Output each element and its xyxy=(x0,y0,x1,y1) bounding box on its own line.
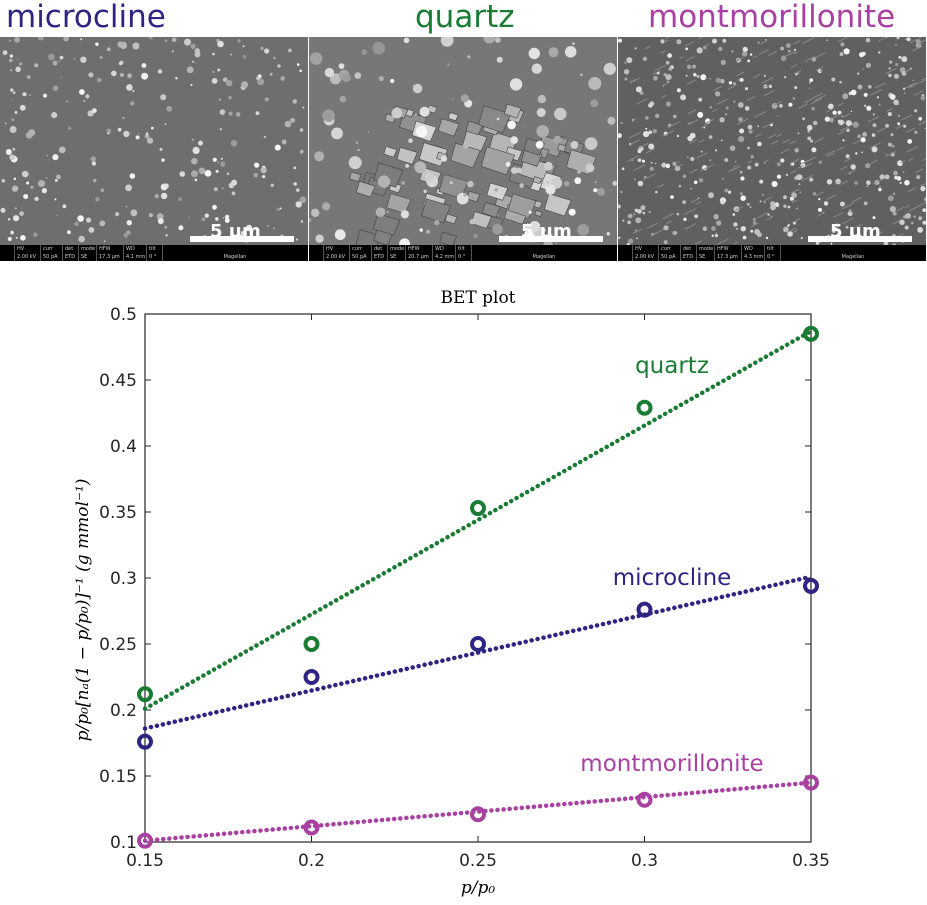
data-point-microcline xyxy=(636,601,653,618)
y-tick-label: 0.45 xyxy=(99,371,137,391)
sem-brand: Magellan xyxy=(471,245,614,261)
x-tick-label: 0.2 xyxy=(298,851,325,871)
x-tick-label: 0.15 xyxy=(126,851,164,871)
data-point-quartz xyxy=(137,686,153,703)
series-microcline: microcline xyxy=(137,565,819,750)
data-point-montmorillonite xyxy=(303,819,320,836)
scale-bar xyxy=(190,236,294,242)
sem-info-cell: mode SE xyxy=(387,245,404,261)
x-tick-label: 0.35 xyxy=(792,851,830,871)
series-quartz: quartz xyxy=(137,325,819,711)
data-point-montmorillonite xyxy=(803,774,819,791)
sem-brand: Magellan xyxy=(780,245,923,261)
sem-info-cell: HFW 20.7 µm xyxy=(405,245,429,261)
sem-info-cell: curr 50 pA xyxy=(40,245,58,261)
sem-micrograph-montmorillonite xyxy=(618,37,926,245)
sem-info-cell: HFW 17.3 µm xyxy=(714,245,738,261)
sem-label-quartz: quartz xyxy=(415,0,515,35)
scale-bar xyxy=(499,236,603,242)
sem-micrograph-microcline xyxy=(0,37,308,245)
sem-info-cell: tilt 0 ° xyxy=(455,245,465,261)
sem-micrograph-quartz xyxy=(309,37,617,245)
sem-label-montmorillonite: montmorillonite xyxy=(648,0,896,35)
sem-info-cell: HFW 17.3 µm xyxy=(96,245,120,261)
sem-image-microcline: 5 µm HV 2.00 kV curr 50 pA det ETD mode SE HFW 17… xyxy=(0,37,308,261)
y-tick-label: 0.1 xyxy=(110,833,137,853)
sem-info-cell: tilt 0 ° xyxy=(764,245,774,261)
data-point-quartz xyxy=(303,636,320,652)
sem-info-cell: tilt 0 ° xyxy=(146,245,156,261)
sem-info-bar: HV 2.00 kV curr 50 pA det ETD mode SE HFW 20.7 µm… xyxy=(309,245,617,261)
plot-area: 0.15 0.2 0.25 0.3 0.350.10.150.20.250.30.350… xyxy=(99,305,830,871)
sem-info-cell: WD 4.2 mm xyxy=(432,245,454,261)
sem-info-cell: det ETD xyxy=(680,245,693,261)
y-tick-label: 0.35 xyxy=(99,503,137,523)
sem-info-cell: curr 50 pA xyxy=(658,245,676,261)
y-tick-label: 0.25 xyxy=(99,635,137,655)
scale-bar-label: 5 µm xyxy=(210,221,261,242)
x-tick-label: 0.3 xyxy=(631,851,658,871)
scale-bar-label: 5 µm xyxy=(830,221,881,242)
data-point-montmorillonite xyxy=(470,806,486,823)
sem-info-cell: HV 2.00 kV xyxy=(14,245,36,261)
y-tick-label: 0.3 xyxy=(110,569,137,589)
sem-info-cell: WD 4.3 mm xyxy=(741,245,763,261)
sem-label-microcline: microcline xyxy=(6,0,166,35)
sem-image-quartz: 5 µm HV 2.00 kV curr 50 pA det ETD mode SE HFW 20… xyxy=(309,37,617,261)
y-axis-label: p/p₀[nₐ(1 − p/p₀)]⁻¹ (g mmol⁻¹) xyxy=(73,479,93,742)
data-point-quartz xyxy=(636,399,653,416)
scale-bar-label: 5 µm xyxy=(521,221,572,242)
bet-chart: BET plot 0.15 0.2 0.25 0.3 0.350.10.150.20.2… xyxy=(73,288,830,898)
sem-info-cell: mode SE xyxy=(78,245,95,261)
sem-brand: Magellan xyxy=(162,245,305,261)
x-axis-label: p/p₀ xyxy=(461,878,495,898)
sem-info-cell: curr 50 pA xyxy=(349,245,367,261)
scale-bar xyxy=(808,236,912,242)
data-point-montmorillonite xyxy=(137,832,153,849)
y-tick-label: 0.4 xyxy=(110,437,137,457)
sem-info-bar: HV 2.00 kV curr 50 pA det ETD mode SE HFW 17.3 µm… xyxy=(618,245,926,261)
series-label-quartz: quartz xyxy=(635,353,709,379)
sem-info-cell: mode SE xyxy=(696,245,713,261)
sem-info-cell: HV 2.00 kV xyxy=(323,245,345,261)
data-point-quartz xyxy=(803,325,819,342)
sem-info-cell: det ETD xyxy=(371,245,384,261)
data-point-microcline xyxy=(803,577,819,594)
sem-info-cell: HV 2.00 kV xyxy=(632,245,654,261)
x-tick-label: 0.25 xyxy=(459,851,497,871)
sem-info-bar: HV 2.00 kV curr 50 pA det ETD mode SE HFW 17.3 µm… xyxy=(0,245,308,261)
data-point-microcline xyxy=(137,733,153,750)
sem-info-cell: WD 4.1 mm xyxy=(123,245,145,261)
chart-title: BET plot xyxy=(440,288,515,308)
sem-info-cell: det ETD xyxy=(62,245,75,261)
data-point-montmorillonite xyxy=(636,791,653,808)
series-label-montmorillonite: montmorillonite xyxy=(580,751,763,777)
data-point-microcline xyxy=(303,669,320,685)
y-tick-label: 0.5 xyxy=(110,305,137,325)
y-tick-label: 0.2 xyxy=(110,701,137,721)
sem-image-montmorillonite: 5 µm HV 2.00 kV curr 50 pA det ETD mode SE HFW 17… xyxy=(618,37,926,261)
series-label-microcline: microcline xyxy=(613,565,732,591)
fit-line-montmorillonite xyxy=(142,780,814,843)
data-point-microcline xyxy=(470,636,486,652)
fit-line-microcline xyxy=(142,574,814,731)
data-point-quartz xyxy=(470,500,486,517)
y-tick-label: 0.15 xyxy=(99,767,137,787)
series-montmorillonite: montmorillonite xyxy=(137,751,819,849)
fit-line-quartz xyxy=(142,328,814,711)
